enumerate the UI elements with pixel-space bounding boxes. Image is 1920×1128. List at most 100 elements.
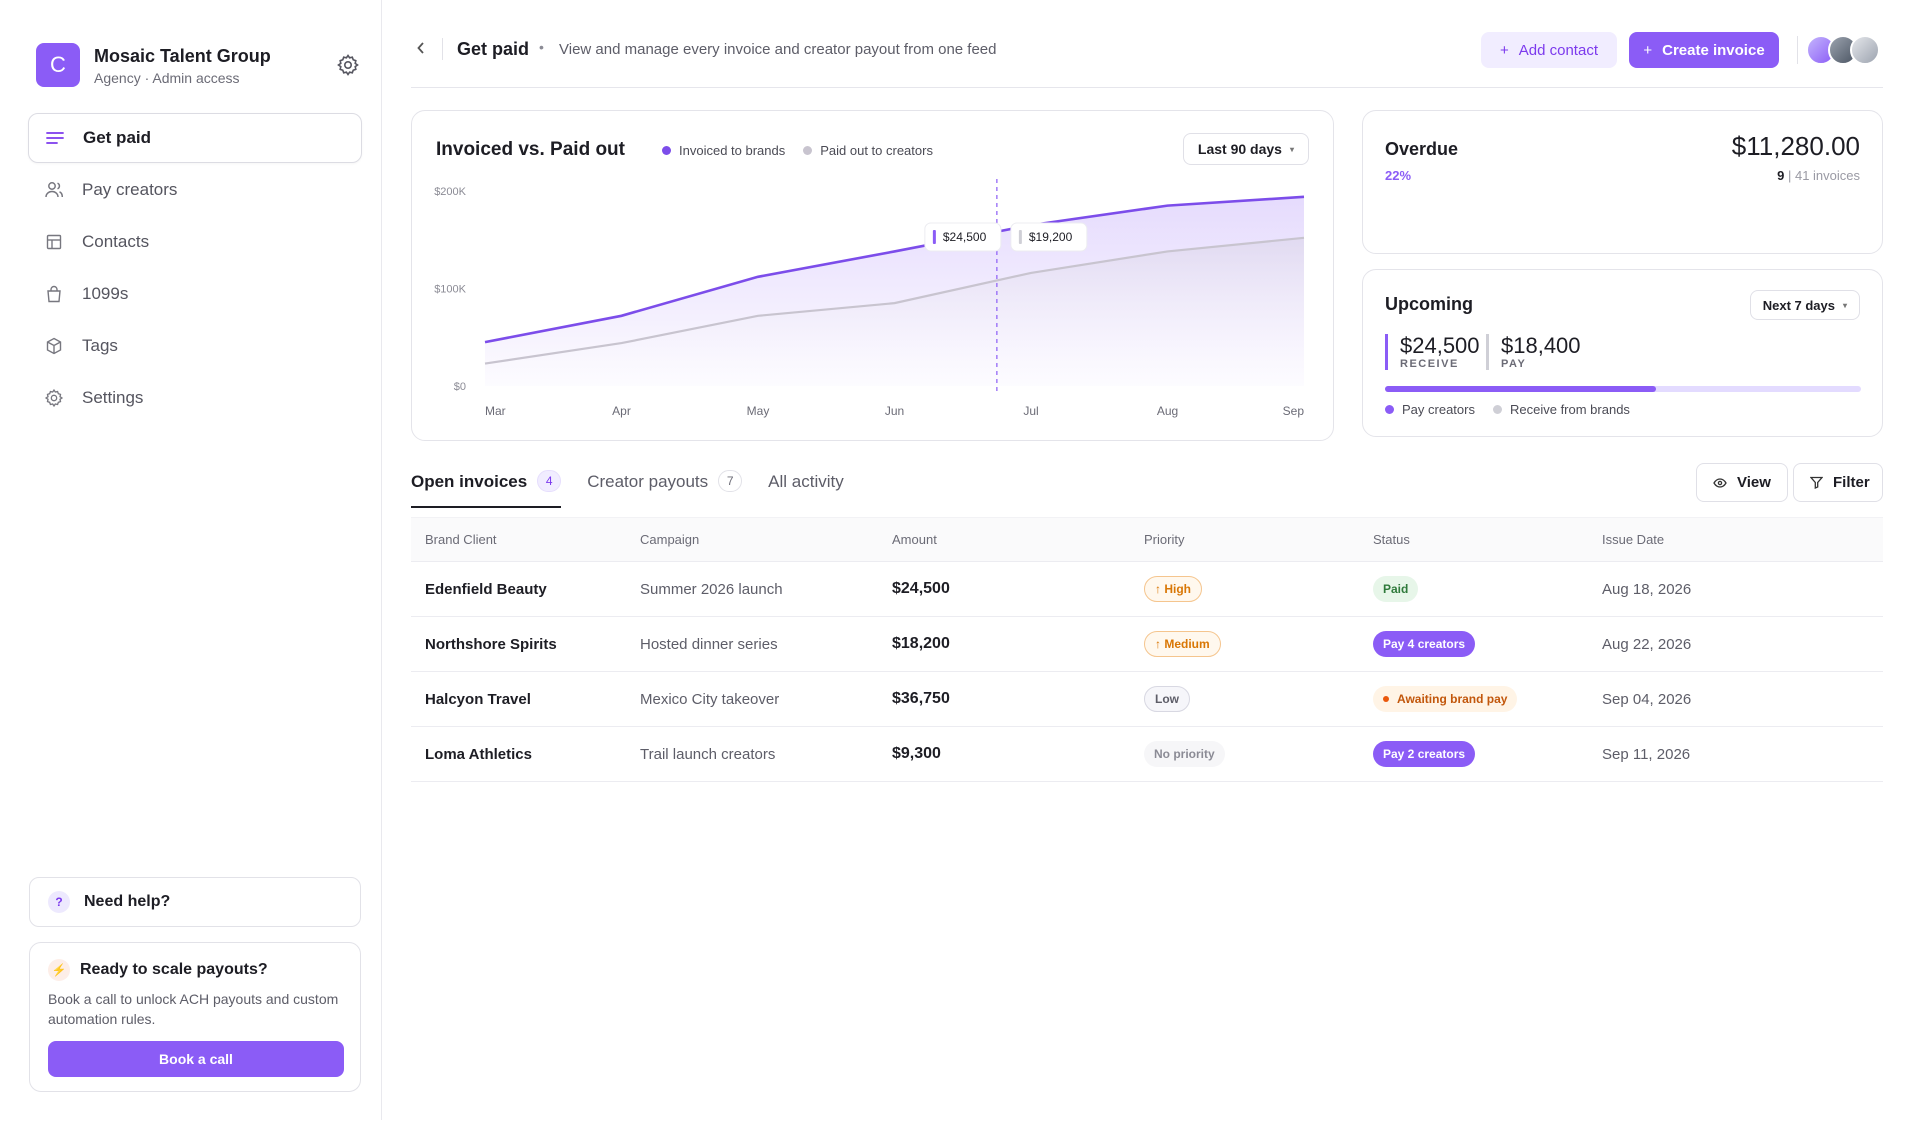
lightning-icon: ⚡	[48, 959, 70, 981]
book-call-button[interactable]: Book a call	[48, 1041, 344, 1077]
overdue-title: Overdue	[1385, 139, 1459, 159]
campaign-cell: Hosted dinner series	[640, 635, 778, 653]
sidebar-item-label: Pay creators	[82, 180, 178, 199]
invoiced-vs-paid-chart-card: $200K $100K $0 Mar Apr May Jun Jul Aug Sep $24,500…	[411, 110, 1334, 441]
chart-legend: Invoiced to brands Paid out to creators	[662, 143, 951, 158]
sidebar-item-pay-creators[interactable]: Pay creators	[28, 165, 362, 215]
brand-client-cell: Halcyon Travel	[425, 690, 531, 708]
issue-date-cell: Sep 04, 2026	[1602, 690, 1692, 708]
sidebar-item-label: Contacts	[82, 232, 150, 251]
upcoming-range-dropdown[interactable]: Next 7 days ▾	[1749, 290, 1860, 320]
legend-label: Pay creators	[1402, 402, 1475, 417]
plus-icon: +	[1500, 41, 1509, 59]
tooltip-paid-marker	[1018, 230, 1022, 244]
status-badge: Paid	[1373, 576, 1419, 602]
campaign-cell: Mexico City takeover	[640, 690, 780, 708]
receive-amount: $24,500 RECEIVE	[1385, 334, 1480, 370]
tooltip-invoiced-box	[924, 222, 1002, 252]
campaign-cell: Trail launch creators	[640, 745, 776, 763]
column-header-status[interactable]: Status	[1373, 532, 1410, 547]
add-contact-button[interactable]: + Add contact	[1481, 32, 1617, 68]
priority-badge: ↑ High	[1144, 576, 1202, 602]
status-dot-icon	[1383, 696, 1389, 702]
overdue-card[interactable]: Overdue 22% $11,280.00 9 | 41 invoices	[1362, 110, 1883, 254]
question-icon: ?	[48, 891, 70, 913]
column-header-campaign[interactable]: Campaign	[640, 532, 700, 547]
tab-open-invoices[interactable]: Open invoices 4	[411, 468, 562, 508]
paid-area	[485, 237, 1304, 386]
issue-date-cell: Aug 22, 2026	[1602, 635, 1692, 653]
pay-creators-button[interactable]: Pay 4 creators	[1373, 631, 1476, 657]
x-tick-label: Jun	[885, 404, 904, 418]
legend-item-receive: Receive from brands	[1492, 402, 1630, 417]
tooltip-paid-label: $19,200	[1029, 230, 1073, 244]
org-settings-gear-icon[interactable]	[334, 51, 362, 79]
cube-icon	[44, 336, 64, 356]
sidebar-item-settings[interactable]: Settings	[28, 373, 362, 423]
chart-title: Invoiced vs. Paid out	[436, 139, 625, 160]
tab-all-activity[interactable]: All activity	[768, 468, 844, 508]
priority-badge: Low	[1144, 686, 1190, 712]
upcoming-legend: Pay creators Receive from brands	[1385, 402, 1648, 417]
sidebar-item-1099s[interactable]: 1099s	[28, 269, 362, 319]
amount-cell: $24,500	[892, 580, 950, 597]
column-header-priority[interactable]: Priority	[1144, 532, 1185, 547]
amount-cell: $9,300	[892, 745, 941, 762]
caret-down-icon: ▾	[1842, 300, 1847, 310]
tab-creator-payouts[interactable]: Creator payouts 7	[587, 468, 743, 508]
gear-icon	[44, 388, 64, 408]
amount-cell: $36,750	[892, 690, 950, 707]
sidebar-item-tags[interactable]: Tags	[28, 321, 362, 371]
table-row[interactable]: Edenfield Beauty Summer 2026 launch $24,…	[411, 562, 1883, 617]
tooltip-invoiced-label: $24,500	[943, 230, 987, 244]
overdue-total: | 41 invoices	[1787, 168, 1860, 183]
title-separator: •	[539, 39, 544, 55]
legend-item-pay: Pay creators	[1385, 402, 1475, 417]
pay-creators-button[interactable]: Pay 2 creators	[1373, 741, 1476, 767]
promo-title: Ready to scale payouts?	[80, 961, 268, 978]
overdue-count: 9 | 41 invoices	[1777, 168, 1860, 183]
caret-down-icon: ▾	[1289, 144, 1294, 154]
filter-label: Filter	[1833, 474, 1870, 491]
upgrade-promo-card: ⚡ Ready to scale payouts? Book a call to…	[29, 942, 361, 1092]
table-header: Brand Client Campaign Amount Priority St…	[411, 517, 1883, 562]
pay-value: $18,400	[1501, 333, 1581, 358]
range-label: Last 90 days	[1197, 141, 1282, 157]
create-invoice-button[interactable]: + Create invoice	[1629, 32, 1779, 68]
org-header: C Mosaic Talent Group Agency · Admin acc…	[36, 43, 362, 87]
sidebar-item-get-paid[interactable]: Get paid	[28, 113, 362, 163]
tab-count-badge: 7	[718, 470, 743, 492]
sidebar-item-label: Settings	[82, 388, 144, 407]
sidebar-item-contacts[interactable]: Contacts	[28, 217, 362, 267]
legend-dot	[1385, 405, 1394, 414]
create-invoice-label: Create invoice	[1662, 41, 1765, 59]
column-header-brand-client[interactable]: Brand Client	[425, 532, 497, 547]
table-row[interactable]: Halcyon Travel Mexico City takeover $36,…	[411, 672, 1883, 727]
back-chevron-icon[interactable]	[411, 38, 431, 58]
avatar	[1850, 35, 1880, 65]
column-header-issue-date[interactable]: Issue Date	[1602, 532, 1665, 547]
team-avatars[interactable]	[1806, 35, 1886, 65]
legend-label: Invoiced to brands	[679, 143, 786, 158]
need-help-label: Need help?	[84, 893, 171, 910]
filter-funnel-icon	[1810, 476, 1823, 489]
need-help-button[interactable]: ? Need help?	[29, 877, 361, 927]
view-button[interactable]: View	[1696, 463, 1788, 502]
sidebar-item-label: Get paid	[83, 128, 152, 147]
plus-icon: +	[1643, 41, 1653, 59]
org-subtitle: Agency · Admin access	[94, 70, 240, 86]
tab-label: Creator payouts	[587, 472, 709, 491]
table-row[interactable]: Loma Athletics Trail launch creators $9,…	[411, 727, 1883, 782]
filter-button[interactable]: Filter	[1793, 463, 1883, 502]
x-tick-label: Mar	[485, 404, 506, 418]
brand-client-cell: Loma Athletics	[425, 745, 532, 763]
column-header-amount[interactable]: Amount	[892, 532, 937, 547]
legend-item-invoiced: Invoiced to brands	[662, 143, 785, 158]
view-label: View	[1737, 474, 1771, 491]
add-contact-label: Add contact	[1518, 41, 1598, 59]
sidebar-item-label: 1099s	[82, 284, 129, 303]
chart-range-dropdown[interactable]: Last 90 days ▾	[1182, 133, 1309, 165]
legend-label: Paid out to creators	[820, 143, 933, 158]
x-tick-label: Apr	[612, 404, 631, 418]
table-row[interactable]: Northshore Spirits Hosted dinner series …	[411, 617, 1883, 672]
